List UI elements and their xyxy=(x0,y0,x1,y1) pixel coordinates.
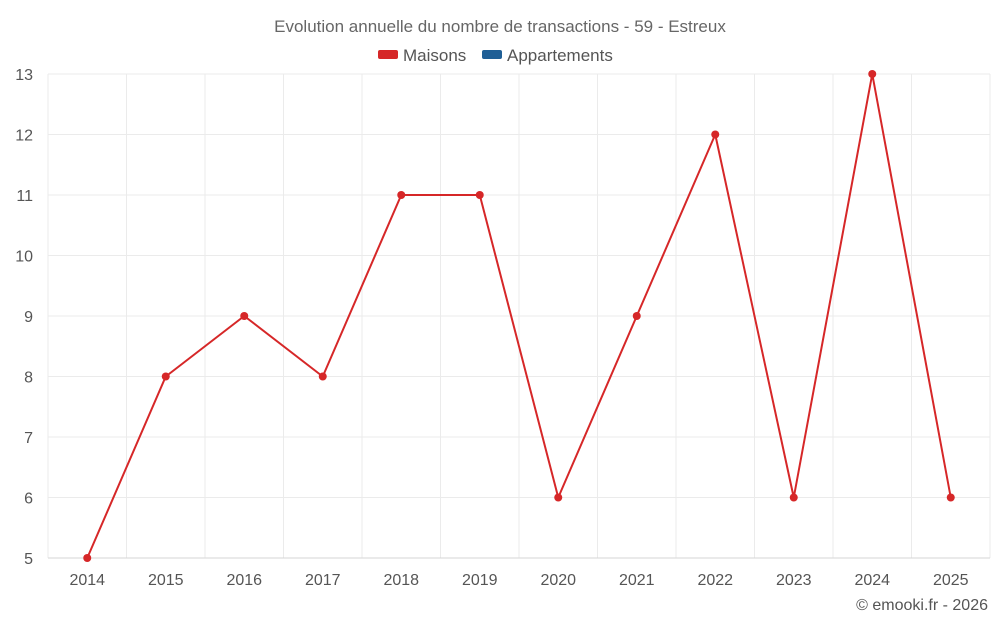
footer-credit: © emooki.fr - 2026 xyxy=(856,597,988,614)
x-tick-label: 2022 xyxy=(697,572,733,589)
data-point-maisons[interactable] xyxy=(397,191,406,199)
x-tick-label: 2021 xyxy=(619,572,655,589)
x-tick-label: 2020 xyxy=(540,572,576,589)
y-tick-label: 5 xyxy=(24,551,33,568)
y-tick-label: 12 xyxy=(15,128,33,145)
legend-label-maisons: Maisons xyxy=(403,46,466,65)
legend-item-maisons[interactable]: Maisons xyxy=(378,46,466,65)
data-point-maisons[interactable] xyxy=(318,372,327,381)
data-point-maisons[interactable] xyxy=(240,312,249,320)
data-point-maisons[interactable] xyxy=(161,372,170,381)
x-tick-label: 2014 xyxy=(69,572,105,589)
x-tick-label: 2017 xyxy=(305,572,341,589)
y-tick-label: 13 xyxy=(15,67,33,84)
x-tick-label: 2018 xyxy=(383,572,419,589)
x-tick-label: 2019 xyxy=(462,572,498,589)
series-line-maisons xyxy=(86,73,952,559)
data-point-maisons[interactable] xyxy=(554,493,563,502)
grid xyxy=(47,73,991,559)
y-tick-label: 8 xyxy=(24,370,33,387)
legend-swatch-appartements xyxy=(482,50,502,59)
y-tick-label: 11 xyxy=(16,188,33,205)
x-axis-ticks: 2014 2015 2016 2017 2018 2019 2020 2021 2022 2023… xyxy=(69,572,968,589)
series-maisons xyxy=(83,70,955,562)
data-point-maisons[interactable] xyxy=(789,493,798,502)
data-point-maisons[interactable] xyxy=(83,554,92,562)
x-tick-label: 2025 xyxy=(933,572,969,589)
y-axis-ticks: 5 6 7 8 9 10 11 12 13 xyxy=(15,67,33,568)
legend-swatch-maisons xyxy=(378,50,398,59)
y-tick-label: 9 xyxy=(24,309,33,326)
chart-title: Evolution annuelle du nombre de transact… xyxy=(274,17,726,36)
y-tick-label: 10 xyxy=(15,249,33,266)
x-tick-label: 2023 xyxy=(776,572,812,589)
legend-label-appartements: Appartements xyxy=(507,46,613,65)
data-point-maisons[interactable] xyxy=(711,130,720,139)
legend: Maisons Appartements xyxy=(378,46,613,65)
x-tick-label: 2016 xyxy=(226,572,262,589)
data-point-maisons[interactable] xyxy=(946,493,955,502)
data-point-maisons[interactable] xyxy=(475,191,484,199)
x-tick-label: 2024 xyxy=(854,572,890,589)
x-tick-label: 2015 xyxy=(148,572,184,589)
data-point-maisons[interactable] xyxy=(632,312,641,320)
legend-item-appartements[interactable]: Appartements xyxy=(482,46,613,65)
y-tick-label: 6 xyxy=(24,491,33,508)
data-point-maisons[interactable] xyxy=(868,70,877,78)
y-tick-label: 7 xyxy=(24,430,33,447)
